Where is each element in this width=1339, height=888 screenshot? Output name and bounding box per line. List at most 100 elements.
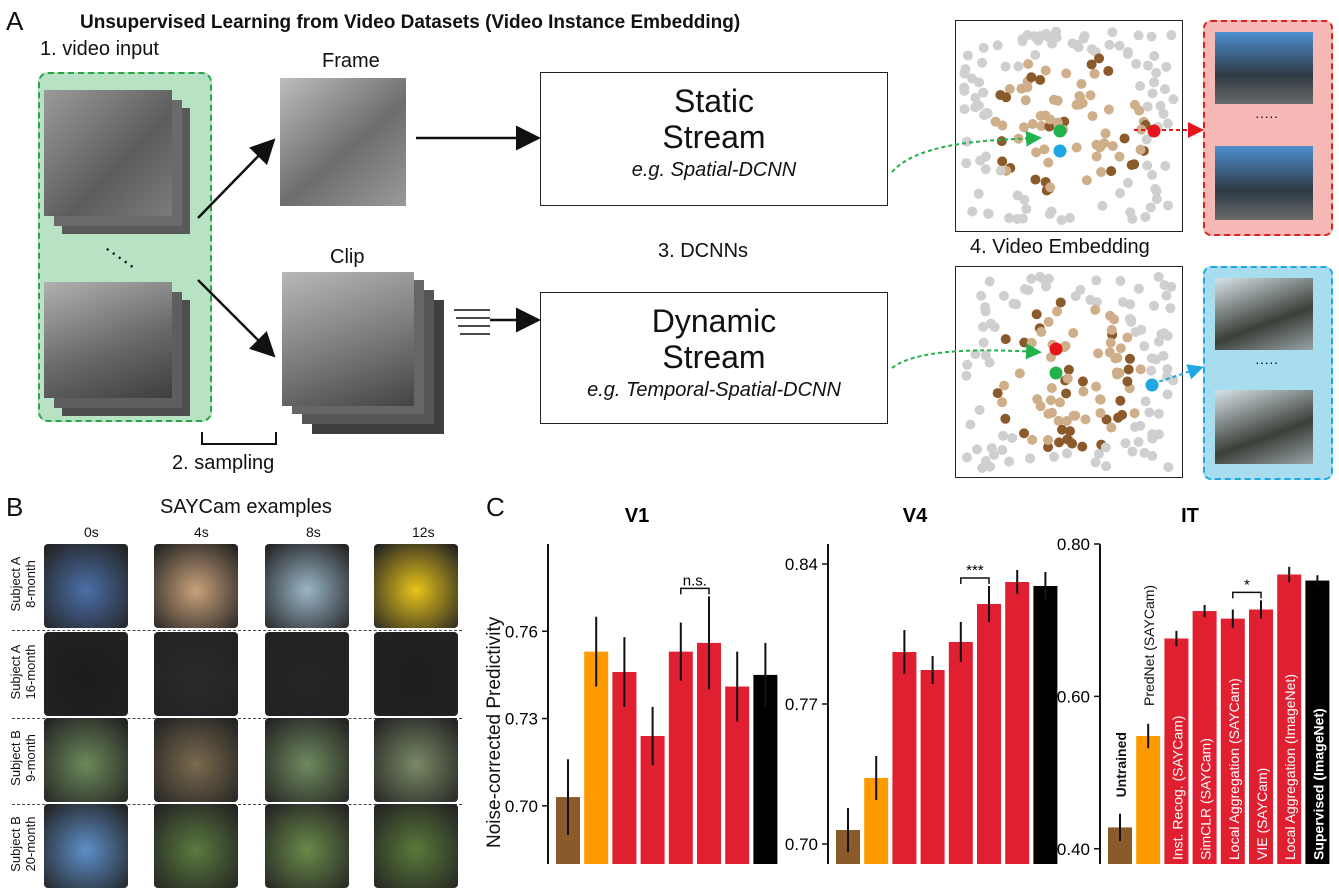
embedding-dot bbox=[1105, 337, 1116, 348]
embedding-dot bbox=[1147, 170, 1158, 181]
embedding-dot bbox=[1091, 275, 1102, 286]
embedding-dot bbox=[1100, 442, 1111, 453]
saycam-thumbnail bbox=[44, 632, 128, 716]
embedding-dot bbox=[1126, 316, 1137, 327]
embedding-dot bbox=[1090, 457, 1101, 468]
category-label: SimCLR (SAYCam) bbox=[1198, 738, 1214, 860]
embedding-dot bbox=[1142, 101, 1153, 112]
embedding-dot bbox=[1129, 99, 1140, 110]
anchor-dot bbox=[1053, 124, 1067, 138]
embedding-dot bbox=[1091, 151, 1102, 162]
clip-frame bbox=[282, 272, 414, 406]
embedding-dot bbox=[1052, 306, 1063, 317]
significance-bracket bbox=[960, 577, 990, 584]
embedding-dot bbox=[1030, 49, 1041, 60]
embedding-dot bbox=[1044, 209, 1055, 220]
bar bbox=[1005, 582, 1030, 864]
embedding-dot bbox=[989, 449, 1000, 460]
chart-title: V1 bbox=[625, 505, 649, 527]
time-label: 8s bbox=[306, 524, 321, 540]
embedding-dot bbox=[1062, 373, 1073, 384]
saycam-thumbnail bbox=[374, 718, 458, 802]
embedding-dot bbox=[1115, 395, 1126, 406]
bar-charts: V1 0.70 0.73 0.76 n.s. V4 0.70 0.77 0.84 *** IT 0.4… bbox=[505, 505, 1330, 864]
embedding-dot bbox=[1025, 453, 1036, 464]
embedding-dot bbox=[1094, 53, 1105, 64]
embedding-dot bbox=[1017, 213, 1028, 224]
embedding-dot bbox=[981, 107, 992, 118]
saycam-thumbnail bbox=[374, 632, 458, 716]
embedding-dot bbox=[965, 419, 976, 430]
embedding-dot bbox=[1168, 375, 1179, 386]
y-tick-label: 0.73 bbox=[505, 710, 538, 729]
result-frame bbox=[1215, 146, 1313, 220]
step1-label: 1. video input bbox=[40, 38, 159, 60]
significance-label: *** bbox=[966, 562, 984, 579]
embedding-dot bbox=[1052, 95, 1063, 106]
embedding-dot bbox=[1068, 328, 1079, 339]
embedding-dot bbox=[959, 104, 970, 115]
embedding-dot bbox=[970, 92, 981, 103]
embedding-dot bbox=[962, 50, 973, 61]
embedding-dot bbox=[1104, 39, 1115, 50]
embedding-dot bbox=[1100, 128, 1111, 139]
embedding-dot bbox=[1049, 451, 1060, 462]
embedding-dot bbox=[1057, 424, 1068, 435]
embedding-dot bbox=[1162, 364, 1173, 375]
embedding-dot bbox=[972, 444, 983, 455]
embedding-dot bbox=[1159, 84, 1170, 95]
step3-label: 3. DCNNs bbox=[658, 240, 749, 262]
saycam-thumbnail bbox=[154, 544, 238, 628]
embedding-dot bbox=[1096, 167, 1107, 178]
chart-title: IT bbox=[1181, 505, 1199, 527]
embedding-dot bbox=[1095, 394, 1106, 405]
embedding-dot bbox=[1135, 144, 1146, 155]
bar bbox=[1136, 736, 1161, 864]
category-label: VIE (SAYCam) bbox=[1254, 768, 1270, 860]
embedding-dot bbox=[974, 77, 985, 88]
embedding-dot bbox=[1061, 68, 1072, 79]
embedding-dot bbox=[1151, 67, 1162, 78]
embedding-dot bbox=[1149, 300, 1160, 311]
result-ellipsis: ····· bbox=[1255, 354, 1279, 370]
embedding-dot bbox=[1014, 368, 1025, 379]
embedding-dot bbox=[1146, 31, 1157, 42]
time-label: 12s bbox=[412, 524, 435, 540]
embedding-dot bbox=[1046, 383, 1057, 394]
embedding-dot bbox=[1163, 462, 1174, 473]
embedding-dot bbox=[1106, 422, 1117, 433]
embedding-dot bbox=[1151, 194, 1162, 205]
embedding-dot bbox=[980, 350, 991, 361]
y-tick-label: 0.80 bbox=[1057, 535, 1090, 554]
significance-label: * bbox=[1244, 576, 1250, 593]
negative-dot bbox=[1049, 342, 1063, 356]
embedding-dot bbox=[1139, 447, 1150, 458]
y-tick-label: 0.76 bbox=[505, 622, 538, 641]
embedding-dot bbox=[1056, 215, 1067, 226]
result-frame bbox=[1215, 390, 1313, 464]
video-frame bbox=[44, 90, 172, 216]
saycam-thumbnail bbox=[265, 632, 349, 716]
embedding-dot bbox=[1063, 364, 1074, 375]
embedding-dot bbox=[1140, 212, 1151, 223]
result-frame bbox=[1215, 32, 1313, 104]
embedding-dot bbox=[959, 82, 970, 93]
embedding-dot bbox=[1122, 332, 1133, 343]
embedding-dot bbox=[978, 321, 989, 332]
embedding-dot bbox=[1119, 133, 1130, 144]
bar bbox=[1277, 574, 1302, 864]
embedding-dot bbox=[1115, 275, 1126, 286]
embedding-dot bbox=[1153, 336, 1164, 347]
embedding-scatter-top bbox=[959, 26, 1179, 226]
step2-label: 2. sampling bbox=[172, 452, 275, 474]
embedding-dot bbox=[1104, 347, 1115, 358]
clip-label: Clip bbox=[330, 246, 365, 268]
embedding-dot bbox=[1107, 140, 1118, 151]
y-tick-label: 0.40 bbox=[1057, 840, 1090, 859]
embedding-dot bbox=[1039, 144, 1050, 155]
embedding-dot bbox=[1071, 142, 1082, 153]
category-label: PredNet (SAYCam) bbox=[1141, 585, 1157, 706]
embedding-dot bbox=[1080, 414, 1091, 425]
embedding-dot bbox=[1077, 441, 1088, 452]
embedding-dot bbox=[1043, 316, 1054, 327]
